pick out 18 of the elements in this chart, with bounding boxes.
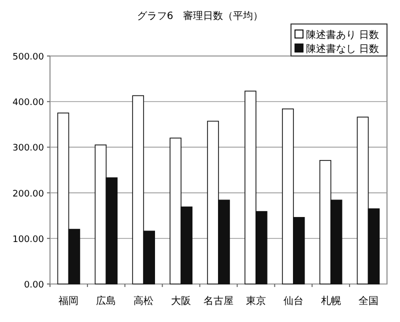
x-tick-label: 広島 (96, 295, 116, 307)
chart-title: グラフ6 審理日数（平均） (136, 10, 264, 22)
y-tick-label: 500.00 (12, 52, 44, 62)
y-tick-label: 0.00 (24, 280, 44, 290)
y-tick-label: 300.00 (12, 144, 44, 154)
x-tick-label: 福岡 (58, 295, 79, 307)
x-tick-label: 全国 (358, 295, 378, 307)
y-tick-label: 400.00 (12, 98, 44, 108)
x-tick-label: 高松 (134, 295, 154, 307)
x-tick-label: 大阪 (171, 295, 192, 307)
legend-label: 陳述書なし 日数 (306, 43, 380, 55)
x-tick-label: 札幌 (320, 295, 341, 307)
x-tick-label: 東京 (246, 295, 266, 307)
y-tick-label: 200.00 (12, 189, 44, 200)
y-tick-label: 100.00 (12, 234, 44, 245)
legend-label: 陳述書あり 日数 (306, 29, 380, 41)
x-tick-label: 名古屋 (204, 295, 234, 307)
x-tick-label: 仙台 (283, 295, 304, 307)
